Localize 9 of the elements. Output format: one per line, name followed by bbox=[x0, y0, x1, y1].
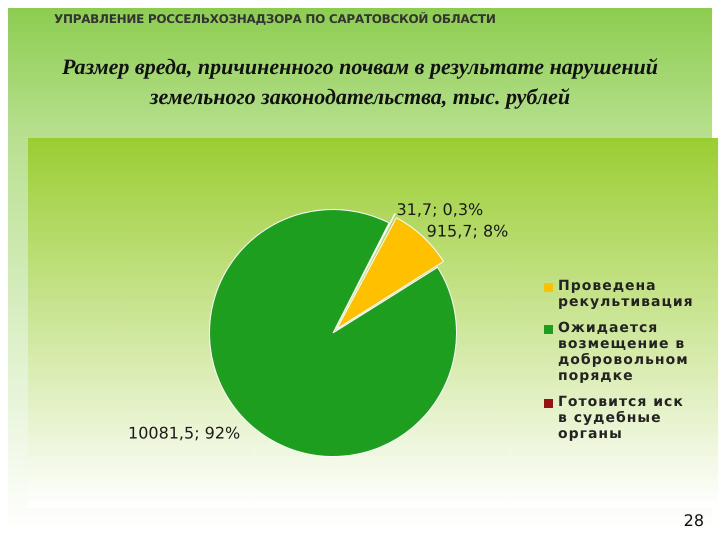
chart-title: Размер вреда, причиненного почвам в результате нарушений земельного законодательства, тыс. рублей bbox=[60, 53, 660, 111]
data-label: 915,7; 8% bbox=[426, 222, 508, 241]
text: 28 bbox=[684, 511, 704, 530]
slice-label: Ожидается возмещение в добровольном порядке bbox=[558, 320, 690, 384]
legend-label: Готовится иск в судебные органы bbox=[558, 394, 685, 442]
text: УПРАВЛЕНИЕ РОССЕЛЬХОЗНАДЗОРА ПО САРАТОВСКОЙ ОБЛАСТИ bbox=[54, 12, 496, 26]
legend-label: Проведена рекультивация bbox=[558, 278, 694, 310]
data-label: 10081,5; 92% bbox=[128, 424, 240, 443]
data-label: 31,7; 0,3% bbox=[396, 200, 484, 220]
